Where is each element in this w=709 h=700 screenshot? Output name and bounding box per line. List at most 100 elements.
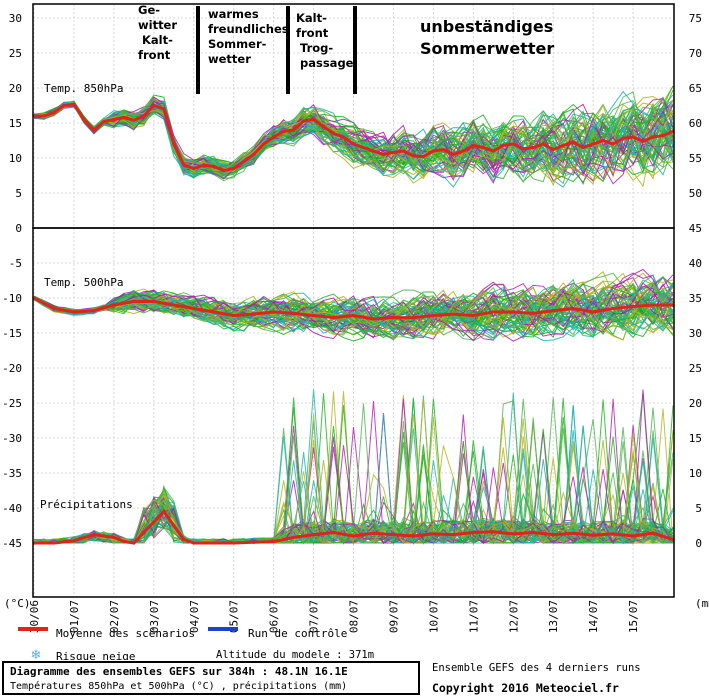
mean-line-850-point xyxy=(521,147,525,151)
date-tick-label: 13/07 xyxy=(547,600,560,633)
right-tick-label: 75 xyxy=(689,12,702,25)
mean-line-500-point xyxy=(132,299,136,304)
mean-line-500-point xyxy=(411,316,416,320)
mean-line-850-point xyxy=(381,152,386,157)
mean-line-850-point xyxy=(92,128,96,132)
panel-label-precip: Précipitations xyxy=(40,498,133,511)
mean-line-500-point xyxy=(291,311,296,315)
mean-line-500-point xyxy=(192,306,196,311)
mean-line-precip-point xyxy=(92,533,96,537)
mean-line-precip-point xyxy=(192,541,196,545)
left-tick-label: -40 xyxy=(2,502,22,515)
mean-line-precip-point xyxy=(491,530,495,534)
mean-line-precip-point xyxy=(172,523,176,528)
mean-line-500-point xyxy=(651,303,655,307)
mean-line-850-point xyxy=(311,117,316,122)
mean-line-850-point xyxy=(641,139,645,143)
mean-line-500-point xyxy=(212,310,216,314)
mean-line-850-point xyxy=(621,136,625,140)
date-tick-label: 08/07 xyxy=(348,600,361,633)
mean-line-500-point xyxy=(431,313,435,318)
panel-frame-500-precip xyxy=(32,227,675,598)
member-line-850 xyxy=(33,100,674,178)
mean-line-850-point xyxy=(361,145,366,150)
mean-line-precip-point xyxy=(391,533,396,537)
left-tick-label: 25 xyxy=(9,47,22,60)
mean-line-precip-point xyxy=(471,530,475,535)
mean-line-850-point xyxy=(331,131,336,136)
mean-line-500-point xyxy=(611,306,615,311)
mean-line-850-point xyxy=(371,149,376,153)
left-tick-label: 5 xyxy=(15,187,22,200)
left-tick-label: -5 xyxy=(9,257,22,270)
member-line-850 xyxy=(33,97,674,175)
mean-line-850-point xyxy=(601,138,605,143)
mean-line-500-point xyxy=(471,313,475,318)
member-line-precip xyxy=(33,439,674,545)
mean-line-precip-point xyxy=(162,509,166,514)
left-tick-label: -45 xyxy=(2,537,22,550)
member-line-precip xyxy=(34,428,674,545)
mean-line-850-point xyxy=(451,152,455,157)
member-line-850 xyxy=(33,103,674,183)
mean-line-850-point xyxy=(611,142,615,146)
right-tick-label: 45 xyxy=(689,222,702,235)
altitude-label: Altitude du modele : 371m xyxy=(216,649,375,661)
mean-line-500-point xyxy=(351,313,356,318)
mean-line-precip-point xyxy=(571,531,575,535)
mean-line-500-point xyxy=(272,310,276,314)
mean-line-850-point xyxy=(341,135,346,139)
mean-line-precip-point xyxy=(132,541,136,545)
left-tick-label: 30 xyxy=(9,12,22,25)
right-tick-label: 0 xyxy=(695,537,702,550)
panel-label-500: Temp. 500hPa xyxy=(44,276,123,289)
panel-label-850: Temp. 850hPa xyxy=(44,82,123,95)
mean-line-850-point xyxy=(351,142,356,146)
legend-label-mean: Moyenne des scénarios xyxy=(56,627,195,640)
legend-label-control: Run de contrôle xyxy=(248,627,347,640)
mean-line-500-point xyxy=(451,312,455,316)
mean-line-850-point xyxy=(301,119,306,123)
right-tick-label: 30 xyxy=(689,327,702,340)
left-unit-label: (°C) xyxy=(4,597,31,610)
mean-line-precip-point xyxy=(112,535,116,540)
mean-line-850-point xyxy=(232,166,236,171)
mean-line-500-point xyxy=(371,317,376,321)
mean-line-850-point xyxy=(52,110,56,115)
date-tick-label: 10/07 xyxy=(427,600,440,633)
mean-line-850-point xyxy=(291,128,296,132)
footer-subtitle: Températures 850hPa et 500hPa (°C) , pré… xyxy=(10,681,348,692)
mean-line-500-point xyxy=(491,310,495,314)
mean-line-850-point xyxy=(132,118,136,122)
mean-line-500-point xyxy=(531,311,535,315)
date-tick-label: 04/07 xyxy=(188,600,201,633)
mean-line-850-point xyxy=(72,102,76,106)
mean-line-850-point xyxy=(262,142,266,146)
annotation-text: warmes freundliches Sommer-wetter xyxy=(208,7,289,66)
mean-line-precip-point xyxy=(52,541,56,545)
mean-line-500-point xyxy=(92,309,96,313)
mean-line-850-point xyxy=(531,145,535,150)
mean-line-850-point xyxy=(112,117,116,122)
mean-line-850-point xyxy=(651,135,655,139)
mean-line-precip-point xyxy=(122,540,126,544)
mean-line-850-point xyxy=(62,103,66,108)
right-tick-label: 55 xyxy=(689,152,702,165)
member-line-500 xyxy=(33,284,674,339)
member-line-500 xyxy=(33,284,674,333)
member-line-850 xyxy=(33,85,674,173)
mean-line-850-point xyxy=(551,148,555,152)
mean-line-precip-point xyxy=(551,533,555,537)
mean-series xyxy=(32,102,675,545)
mean-line-precip-point xyxy=(351,534,356,538)
mean-line-850-point xyxy=(321,124,326,129)
member-line-850 xyxy=(33,102,674,180)
mean-line-850-point xyxy=(182,163,186,167)
mean-line-precip-point xyxy=(611,532,615,536)
date-tick-label: 15/07 xyxy=(627,600,640,633)
mean-line-850-point xyxy=(591,142,595,146)
mean-line-850-point xyxy=(122,115,126,119)
mean-line-850-point xyxy=(411,154,416,158)
mean-line-850-point xyxy=(461,149,465,153)
mean-line-850-point xyxy=(581,145,585,150)
